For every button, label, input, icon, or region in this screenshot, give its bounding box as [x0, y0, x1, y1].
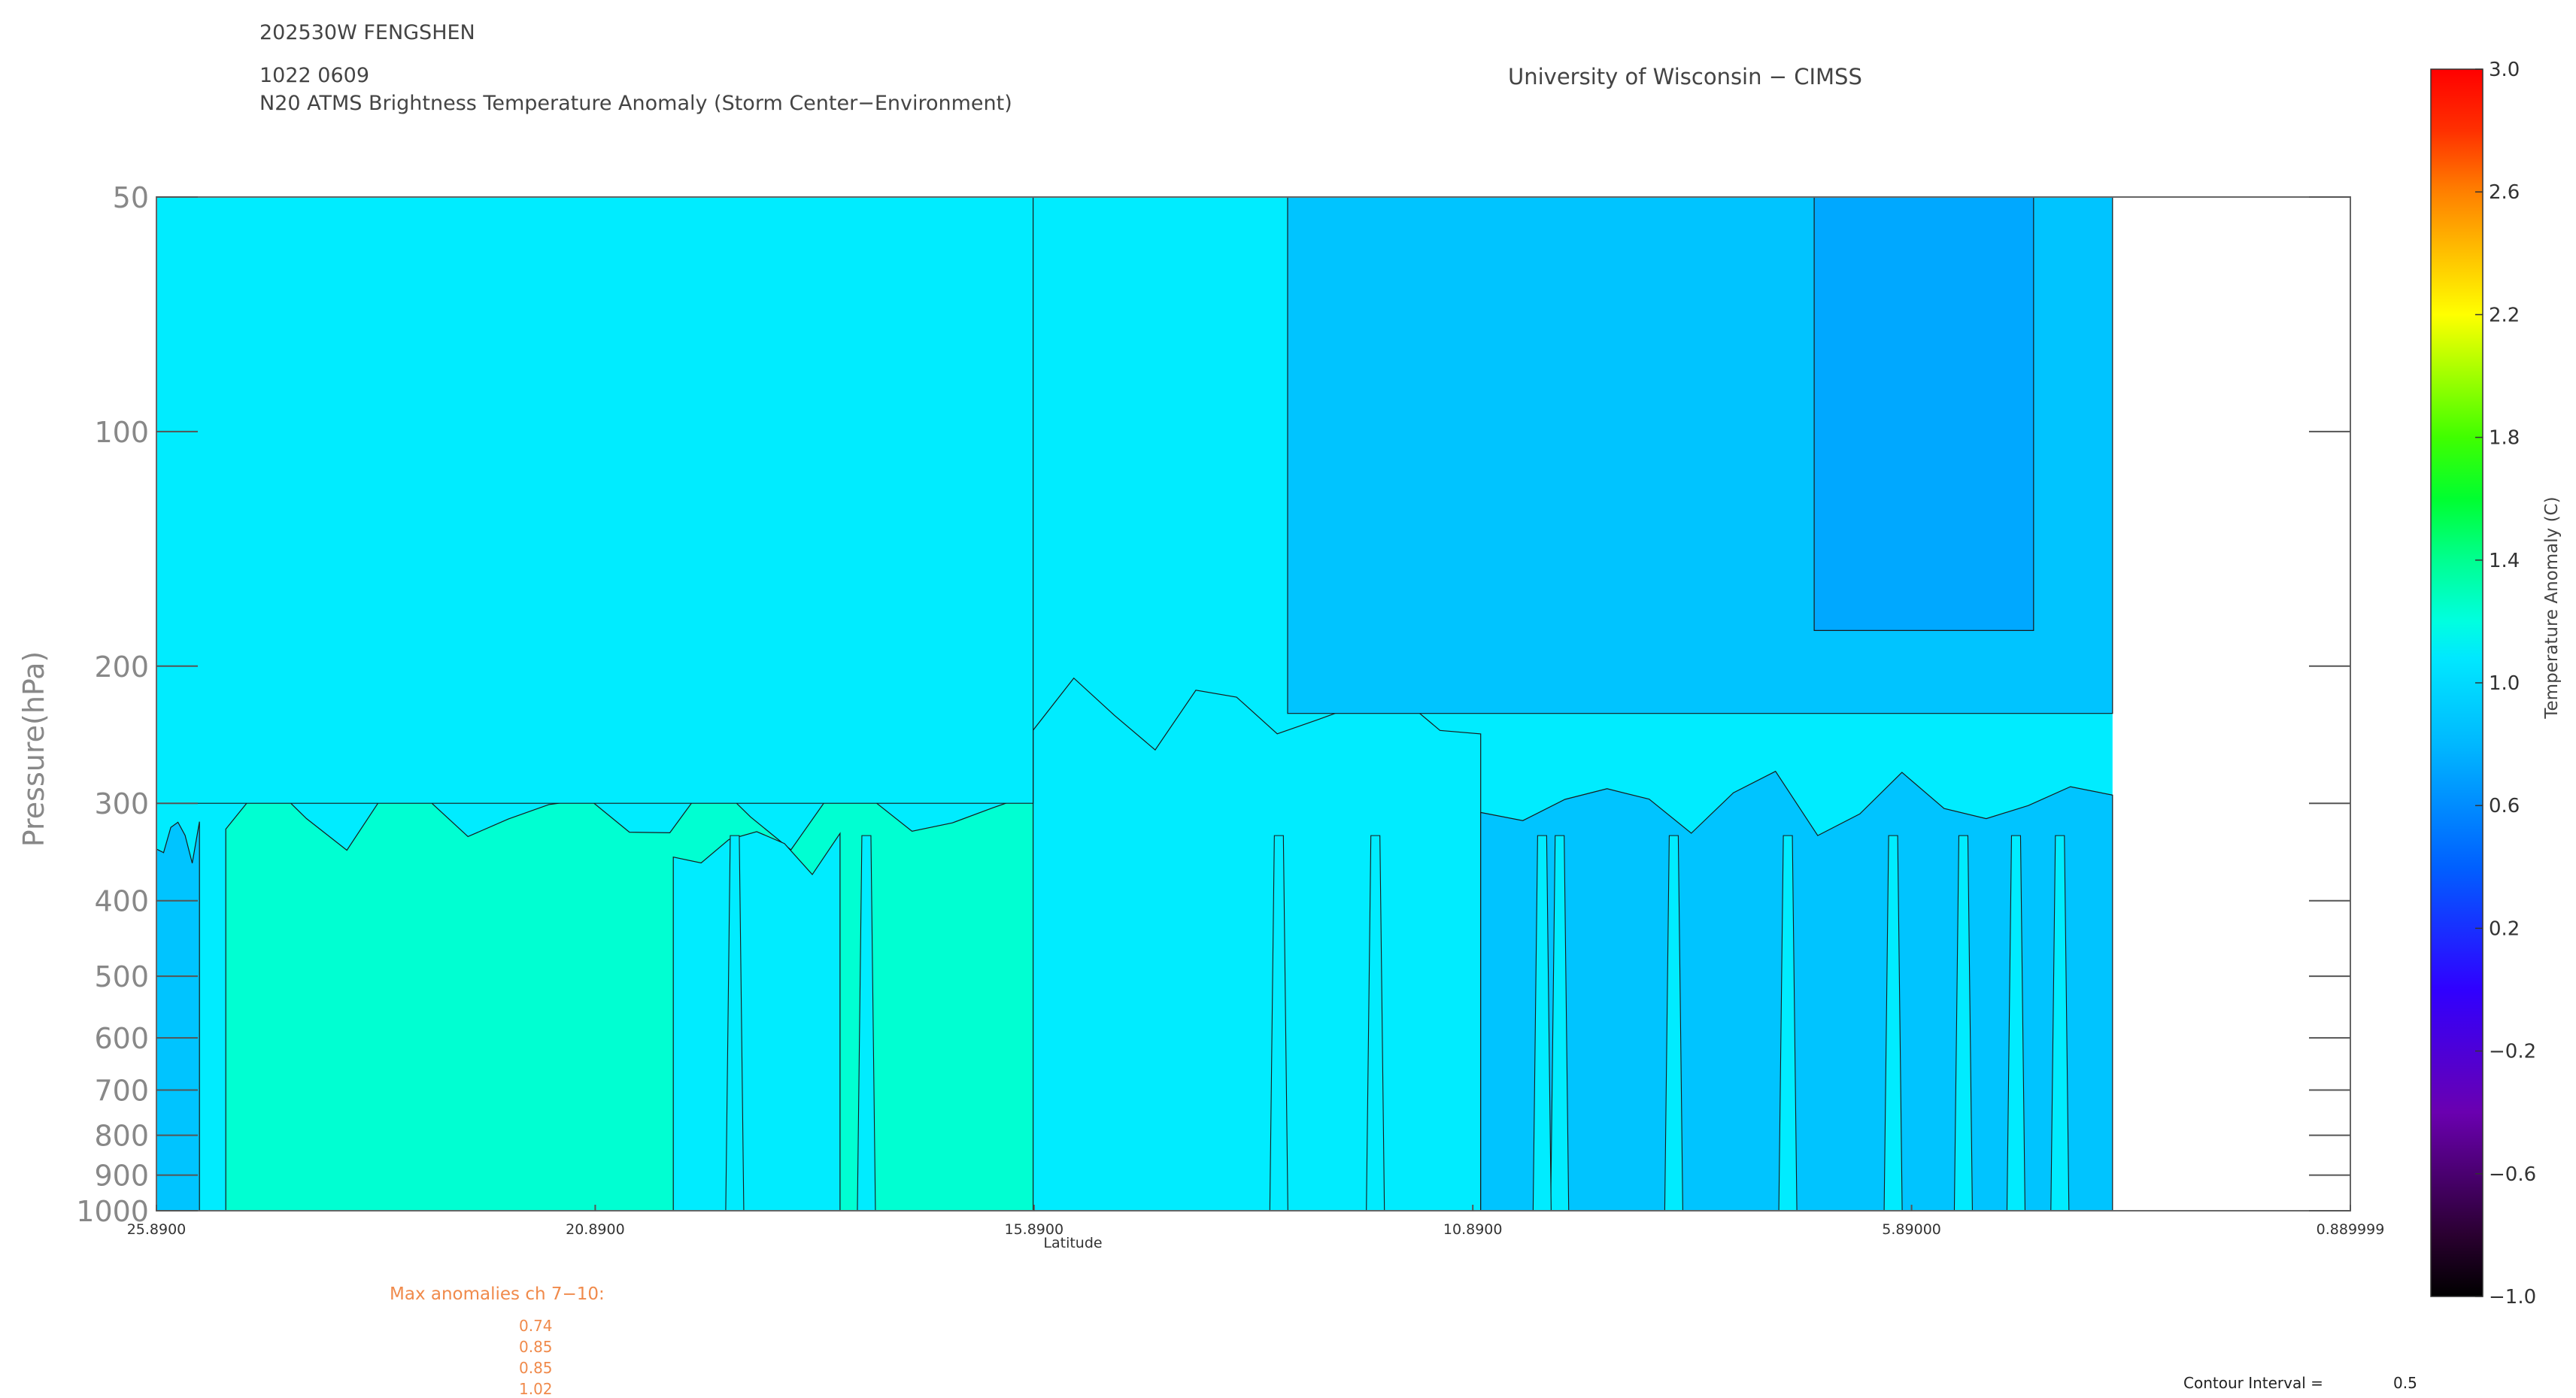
y-tick-label: 50: [113, 181, 149, 214]
contour-streak: [1532, 835, 1552, 1211]
y-tick-label: 300: [94, 787, 149, 820]
y-tick-label: 1000: [76, 1195, 149, 1228]
y-tick-label: 800: [94, 1120, 149, 1153]
contour-streak: [1366, 835, 1385, 1211]
field-region: [156, 821, 200, 1211]
colorbar-tick-label: 2.6: [2489, 181, 2520, 204]
contour-streak: [725, 835, 745, 1211]
x-tick-label: 20.8900: [566, 1221, 625, 1238]
colorbar-tick-label: 3.0: [2489, 59, 2520, 81]
plot-frame: [156, 196, 2351, 1211]
x-tick-label: 15.8900: [1005, 1221, 1064, 1238]
contour-streak: [1269, 835, 1288, 1211]
field-region: [672, 831, 841, 1211]
colorbar: 3.0 2.6 2.2 1.8 1.4 1.0 0.6 0.2 −0.2 −0.6 −1.0: [2430, 59, 2536, 1309]
contour-streak: [857, 835, 876, 1211]
contour-streak: [2050, 835, 2070, 1211]
field-region: [1032, 677, 1482, 1211]
y-tick-label: 500: [94, 960, 149, 993]
colorbar-tick-label: 0.2: [2489, 917, 2520, 940]
field-region: [1813, 196, 2034, 632]
max-anomaly-value: 1.02: [519, 1380, 553, 1398]
contour-streak: [1953, 835, 1973, 1211]
contour-interval-value: 0.5: [2393, 1374, 2417, 1392]
product-title: N20 ATMS Brightness Temperature Anomaly …: [259, 92, 1012, 115]
max-anomaly-value: 0.74: [519, 1317, 553, 1335]
x-tick-label: 0.889999: [2317, 1221, 2385, 1238]
colorbar-tick-label: −0.2: [2489, 1041, 2536, 1063]
contour-streak: [1664, 835, 1683, 1211]
y-tick-label: 600: [94, 1022, 149, 1055]
x-tick-label: 25.8900: [127, 1221, 187, 1238]
observation-time: 1022 0609: [259, 64, 370, 87]
colorbar-tick-label: 0.6: [2489, 795, 2520, 817]
colorbar-tick-label: −0.6: [2489, 1163, 2536, 1186]
max-anomaly-value: 0.85: [519, 1359, 553, 1377]
y-tick-label: 900: [94, 1160, 149, 1193]
y-tick-label: 700: [94, 1075, 149, 1108]
colorbar-tick-label: 2.2: [2489, 304, 2520, 326]
contour-streak: [1778, 835, 1798, 1211]
contour-streak: [1550, 835, 1570, 1211]
x-tick-label: 5.89000: [1882, 1221, 1941, 1238]
colorbar-tick-label: 1.0: [2489, 672, 2520, 695]
field-region: [1480, 770, 2113, 1211]
colorbar-tick-label: 1.8: [2489, 427, 2520, 450]
max-anomaly-value: 0.85: [519, 1338, 553, 1356]
colorbar-tick-label: 1.4: [2489, 550, 2520, 572]
y-tick-label: 400: [94, 885, 149, 918]
contour-streak: [1883, 835, 1903, 1211]
max-anomalies-title: Max anomalies ch 7−10:: [390, 1284, 605, 1304]
colorbar-gradient: [2430, 68, 2483, 1297]
x-tick-label: 10.8900: [1443, 1221, 1503, 1238]
y-axis-title: Pressure(hPa): [17, 651, 50, 848]
colorbar-tick-label: −1.0: [2489, 1286, 2536, 1309]
y-tick-label: 200: [94, 650, 149, 684]
field-region: [156, 196, 1034, 804]
colorbar-title: Temperature Anomaly (C): [2542, 496, 2562, 719]
y-tick-label: 100: [94, 416, 149, 449]
contour-interval-label: Contour Interval =: [2183, 1374, 2323, 1392]
contour-lines: [725, 835, 2070, 1211]
storm-id: 202530W FENGSHEN: [259, 21, 475, 44]
contour-streak: [2006, 835, 2025, 1211]
anomaly-field: [156, 196, 2113, 1211]
institution-label: University of Wisconsin − CIMSS: [1508, 64, 1862, 89]
axis-marks: 50 100 200 300 400 500 600 700 800 900100025.8900…: [76, 181, 2384, 1238]
x-axis-title: Latitude: [1043, 1235, 1102, 1251]
